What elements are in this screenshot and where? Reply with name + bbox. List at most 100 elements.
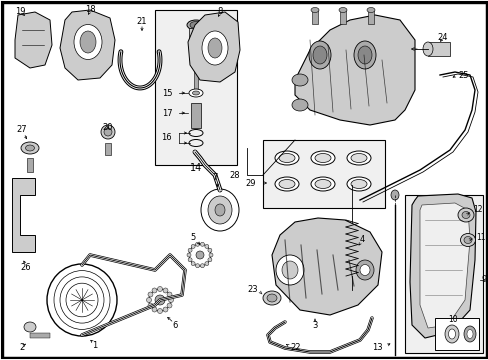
Text: 19: 19 xyxy=(15,8,25,17)
Text: 5: 5 xyxy=(190,234,195,243)
Bar xyxy=(434,318,478,350)
Ellipse shape xyxy=(282,261,297,279)
Ellipse shape xyxy=(186,253,191,257)
Ellipse shape xyxy=(190,22,202,28)
Text: 16: 16 xyxy=(161,132,172,141)
Text: 23: 23 xyxy=(247,285,258,294)
Ellipse shape xyxy=(148,303,153,308)
Ellipse shape xyxy=(191,244,195,248)
Text: 15: 15 xyxy=(162,89,173,98)
Ellipse shape xyxy=(346,151,370,165)
Text: 1: 1 xyxy=(92,341,98,350)
Ellipse shape xyxy=(207,258,211,262)
Ellipse shape xyxy=(195,242,199,246)
Ellipse shape xyxy=(308,41,330,69)
Text: 12: 12 xyxy=(472,206,482,215)
Ellipse shape xyxy=(279,153,294,162)
Bar xyxy=(339,10,346,24)
Ellipse shape xyxy=(208,253,213,257)
Bar xyxy=(367,10,373,24)
Ellipse shape xyxy=(355,260,373,280)
Text: 6: 6 xyxy=(172,320,177,329)
Ellipse shape xyxy=(350,180,366,189)
Bar xyxy=(191,103,201,128)
Ellipse shape xyxy=(189,44,203,50)
Polygon shape xyxy=(409,194,475,338)
Polygon shape xyxy=(60,10,115,80)
Ellipse shape xyxy=(346,177,370,191)
Ellipse shape xyxy=(357,46,371,64)
Ellipse shape xyxy=(186,20,204,30)
Polygon shape xyxy=(294,15,414,125)
Ellipse shape xyxy=(74,24,102,59)
Text: 9: 9 xyxy=(481,275,486,284)
Ellipse shape xyxy=(157,287,162,292)
Ellipse shape xyxy=(21,142,39,154)
Ellipse shape xyxy=(47,264,117,336)
Ellipse shape xyxy=(104,128,112,136)
Ellipse shape xyxy=(314,180,330,189)
Ellipse shape xyxy=(195,264,199,268)
Bar xyxy=(404,195,482,353)
Ellipse shape xyxy=(279,180,294,189)
Ellipse shape xyxy=(168,297,173,302)
Polygon shape xyxy=(419,203,469,328)
Ellipse shape xyxy=(314,153,330,162)
Bar xyxy=(30,333,50,338)
Text: 29: 29 xyxy=(245,179,256,188)
Ellipse shape xyxy=(188,258,192,262)
Ellipse shape xyxy=(215,204,224,216)
Bar xyxy=(427,42,449,56)
Ellipse shape xyxy=(204,244,208,248)
Ellipse shape xyxy=(101,125,115,139)
Ellipse shape xyxy=(152,307,157,312)
Ellipse shape xyxy=(155,295,164,305)
Polygon shape xyxy=(15,12,52,68)
Ellipse shape xyxy=(196,251,203,259)
Text: 21: 21 xyxy=(137,18,147,27)
Ellipse shape xyxy=(163,307,168,312)
Ellipse shape xyxy=(310,151,334,165)
Ellipse shape xyxy=(152,288,157,293)
Ellipse shape xyxy=(149,289,171,311)
Ellipse shape xyxy=(80,31,96,53)
Text: 8: 8 xyxy=(217,8,222,17)
Ellipse shape xyxy=(201,189,239,231)
Ellipse shape xyxy=(338,8,346,13)
Ellipse shape xyxy=(24,322,36,332)
Ellipse shape xyxy=(353,41,375,69)
Ellipse shape xyxy=(275,255,304,285)
Text: 4: 4 xyxy=(359,235,364,244)
Ellipse shape xyxy=(350,153,366,162)
Ellipse shape xyxy=(461,211,469,219)
Ellipse shape xyxy=(192,91,199,95)
Text: 28: 28 xyxy=(229,171,240,180)
Ellipse shape xyxy=(291,99,307,111)
Ellipse shape xyxy=(167,292,172,297)
Bar xyxy=(311,10,317,24)
Bar xyxy=(194,50,198,90)
Ellipse shape xyxy=(163,288,168,293)
Text: 7: 7 xyxy=(212,174,217,183)
Ellipse shape xyxy=(310,8,318,13)
Ellipse shape xyxy=(189,89,203,97)
Bar xyxy=(27,158,33,172)
Ellipse shape xyxy=(200,242,204,246)
Ellipse shape xyxy=(457,208,473,222)
Bar xyxy=(189,28,203,48)
Ellipse shape xyxy=(274,177,298,191)
Ellipse shape xyxy=(202,31,227,65)
Ellipse shape xyxy=(200,264,204,268)
Ellipse shape xyxy=(25,145,35,151)
Text: 14: 14 xyxy=(189,163,202,173)
Bar xyxy=(263,140,384,208)
Ellipse shape xyxy=(312,46,326,64)
Text: 10: 10 xyxy=(447,315,457,324)
Ellipse shape xyxy=(148,292,153,297)
Text: 20: 20 xyxy=(102,123,113,132)
Text: 22: 22 xyxy=(289,343,300,352)
Text: 3: 3 xyxy=(312,320,317,329)
Ellipse shape xyxy=(266,294,276,302)
Ellipse shape xyxy=(157,309,162,314)
Ellipse shape xyxy=(204,262,208,266)
